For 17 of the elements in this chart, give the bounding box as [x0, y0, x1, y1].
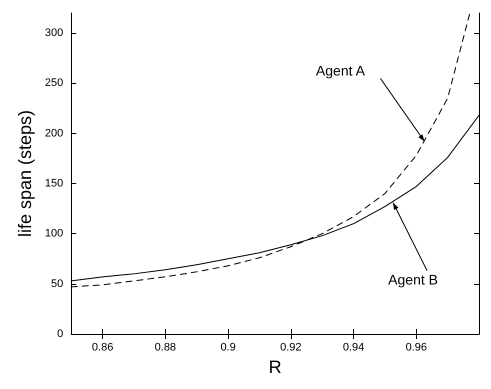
x-axis-title: R [268, 357, 282, 377]
y-tick-label: 50 [51, 278, 64, 290]
x-tick-label: 0.94 [342, 342, 364, 354]
x-tick-label: 0.96 [406, 342, 427, 354]
x-tick-label: 0.88 [154, 342, 176, 354]
x-tick-label: 0.86 [92, 342, 114, 354]
y-axis-title: life span (steps) [15, 110, 35, 238]
y-tick-label: 150 [44, 178, 64, 190]
annotation: Agent B [388, 272, 438, 288]
y-tick-label: 300 [44, 27, 64, 40]
x-tick-label: 0.9 [220, 342, 236, 354]
annotation: Agent A [316, 62, 366, 78]
y-tick-label: 250 [44, 77, 64, 90]
y-tick-label: 0 [57, 328, 64, 340]
x-tick-label: 0.92 [280, 342, 302, 354]
y-tick-label: 200 [44, 127, 64, 140]
y-tick-label: 100 [44, 228, 64, 240]
